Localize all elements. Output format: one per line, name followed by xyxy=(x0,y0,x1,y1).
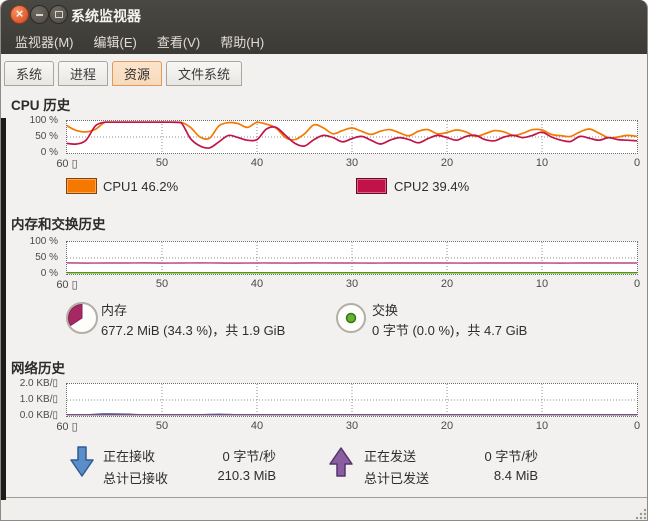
cpu-y-axis: 100 % 50 % 0 % xyxy=(1,115,61,158)
network-history-x-tick-label: 30 xyxy=(345,420,359,432)
received-total-label: 总计已接收 xyxy=(103,471,169,486)
cpu-history-x-tick-label: 30 xyxy=(345,157,359,169)
network-x-axis: 60 ▯ 50 40 30 20 10 0 xyxy=(1,420,647,434)
received-total: 210.3 MiB xyxy=(217,468,276,483)
cpu-history-x-tick-label: 60 ▯ xyxy=(56,158,78,170)
receiving-rate: 0 字节/秒 xyxy=(222,449,276,464)
swap-status-icon xyxy=(336,303,366,333)
close-button[interactable] xyxy=(10,5,29,24)
tab-resources[interactable]: 资源 xyxy=(112,61,163,86)
menu-edit[interactable]: 编辑(E) xyxy=(93,34,137,50)
network-history-chart: 2.0 KB/▯ 1.0 KB/▯ 0.0 KB/▯ 60 ▯ 50 40 30 20 10 0 xyxy=(1,378,647,437)
menu-help[interactable]: 帮助(H) xyxy=(220,34,265,50)
memory-legend-name: 内存 xyxy=(101,303,128,318)
memory-plot-area xyxy=(66,241,638,275)
cpu-history-x-tick-label: 10 xyxy=(535,157,549,169)
memory-swap-history-y-tick-label: 100 % xyxy=(29,236,58,247)
sending-rate: 0 字节/秒 xyxy=(484,449,538,464)
receiving-label: 正在接收 xyxy=(103,449,156,464)
tab-system[interactable]: 系统 xyxy=(4,61,55,86)
memory-swap-history-x-tick-label: 40 xyxy=(250,278,264,290)
cpu-x-axis: 60 ▯ 50 40 30 20 10 0 xyxy=(1,157,647,171)
window-header: 系统监视器 监视器(M) 编辑(E) 查看(V) 帮助(H) xyxy=(1,0,647,54)
network-section-title: 网络历史 xyxy=(11,361,65,376)
memory-swap-history-x-tick-label: 50 xyxy=(155,278,169,290)
swap-legend-detail: 0 字节 (0.0 %)，共 4.7 GiB xyxy=(372,323,528,338)
memory-swap-history-x-tick-label: 0 xyxy=(633,278,641,290)
cpu-section-title: CPU 历史 xyxy=(11,98,71,113)
cpu-history-x-tick-label: 20 xyxy=(440,157,454,169)
sending-label: 正在发送 xyxy=(364,449,417,464)
memory-swap-history-y-tick-label: 50 % xyxy=(35,252,58,263)
cpu-plot-area xyxy=(66,120,638,154)
cpu-history-chart: 100 % 50 % 0 % 60 ▯ 50 40 30 20 10 0 xyxy=(1,115,647,174)
window-title: 系统监视器 xyxy=(71,8,141,24)
download-arrow-icon xyxy=(70,446,94,477)
memory-y-axis: 100 % 50 % 0 % xyxy=(1,236,61,279)
maximize-icon xyxy=(50,6,67,23)
tab-processes[interactable]: 进程 xyxy=(58,61,109,86)
minimize-button[interactable] xyxy=(30,5,49,24)
memory-swap-history-svg xyxy=(66,242,638,274)
maximize-button[interactable] xyxy=(49,5,68,24)
sent-total-label: 总计已发送 xyxy=(364,471,430,486)
tab-filesystems[interactable]: 文件系统 xyxy=(166,61,243,86)
memory-swap-history-x-tick-label: 10 xyxy=(535,278,549,290)
background-window-edge xyxy=(1,118,6,500)
network-y-axis: 2.0 KB/▯ 1.0 KB/▯ 0.0 KB/▯ xyxy=(1,378,61,421)
cpu-history-svg xyxy=(66,121,638,153)
swap-legend-name: 交换 xyxy=(372,303,399,318)
menubar: 监视器(M) 编辑(E) 查看(V) 帮助(H) xyxy=(1,28,647,54)
memory-section-title: 内存和交换历史 xyxy=(11,217,106,232)
upload-arrow-icon xyxy=(329,447,353,477)
cpu-history-x-tick-label: 0 xyxy=(633,157,641,169)
network-history-y-tick-label: 1.0 KB/▯ xyxy=(19,394,58,405)
network-history-x-tick-label: 40 xyxy=(250,420,264,432)
memory-history-chart: 100 % 50 % 0 % 60 ▯ 50 40 30 20 10 0 xyxy=(1,236,647,295)
memory-swap-history-x-tick-label: 30 xyxy=(345,278,359,290)
cpu2-color-swatch xyxy=(356,178,387,194)
cpu-history-x-tick-label: 40 xyxy=(250,157,264,169)
close-icon xyxy=(11,5,28,23)
cpu1-color-swatch xyxy=(66,178,97,194)
cpu-history-x-tick-label: 50 xyxy=(155,157,169,169)
cpu2-legend-label: CPU2 39.4% xyxy=(394,179,470,194)
titlebar[interactable]: 系统监视器 xyxy=(1,0,647,28)
memory-legend-detail: 677.2 MiB (34.3 %)，共 1.9 GiB xyxy=(101,323,286,338)
network-plot-area xyxy=(66,383,638,417)
network-history-x-tick-label: 60 ▯ xyxy=(56,421,78,433)
network-history-x-tick-label: 0 xyxy=(633,420,641,432)
network-history-y-tick-label: 0.0 KB/▯ xyxy=(19,410,58,421)
memory-pie-icon xyxy=(66,302,98,334)
memory-x-axis: 60 ▯ 50 40 30 20 10 0 xyxy=(1,278,647,292)
memory-swap-history-x-tick-label: 20 xyxy=(440,278,454,290)
cpu-history-y-tick-label: 100 % xyxy=(29,115,58,126)
sent-total: 8.4 MiB xyxy=(493,468,538,483)
cpu-history-y-tick-label: 50 % xyxy=(35,131,58,142)
resize-grip[interactable] xyxy=(633,506,648,521)
network-history-svg xyxy=(66,384,638,416)
network-history-x-tick-label: 20 xyxy=(440,420,454,432)
network-history-x-tick-label: 50 xyxy=(155,420,169,432)
menu-monitor[interactable]: 监视器(M) xyxy=(15,34,74,50)
cpu-history-y-tick-label: 0 % xyxy=(40,147,58,158)
cpu1-legend-label: CPU1 46.2% xyxy=(103,179,179,194)
network-history-x-tick-label: 10 xyxy=(535,420,549,432)
status-bar xyxy=(1,497,648,521)
network-history-y-tick-label: 2.0 KB/▯ xyxy=(19,378,58,389)
minimize-icon xyxy=(31,6,48,23)
tab-bar: 系统 进程 资源 文件系统 xyxy=(1,54,647,88)
memory-swap-history-y-tick-label: 0 % xyxy=(40,268,58,279)
menu-view[interactable]: 查看(V) xyxy=(156,34,201,50)
cpu-history-series-CPU2 xyxy=(66,121,638,149)
memory-swap-history-x-tick-label: 60 ▯ xyxy=(56,279,78,291)
